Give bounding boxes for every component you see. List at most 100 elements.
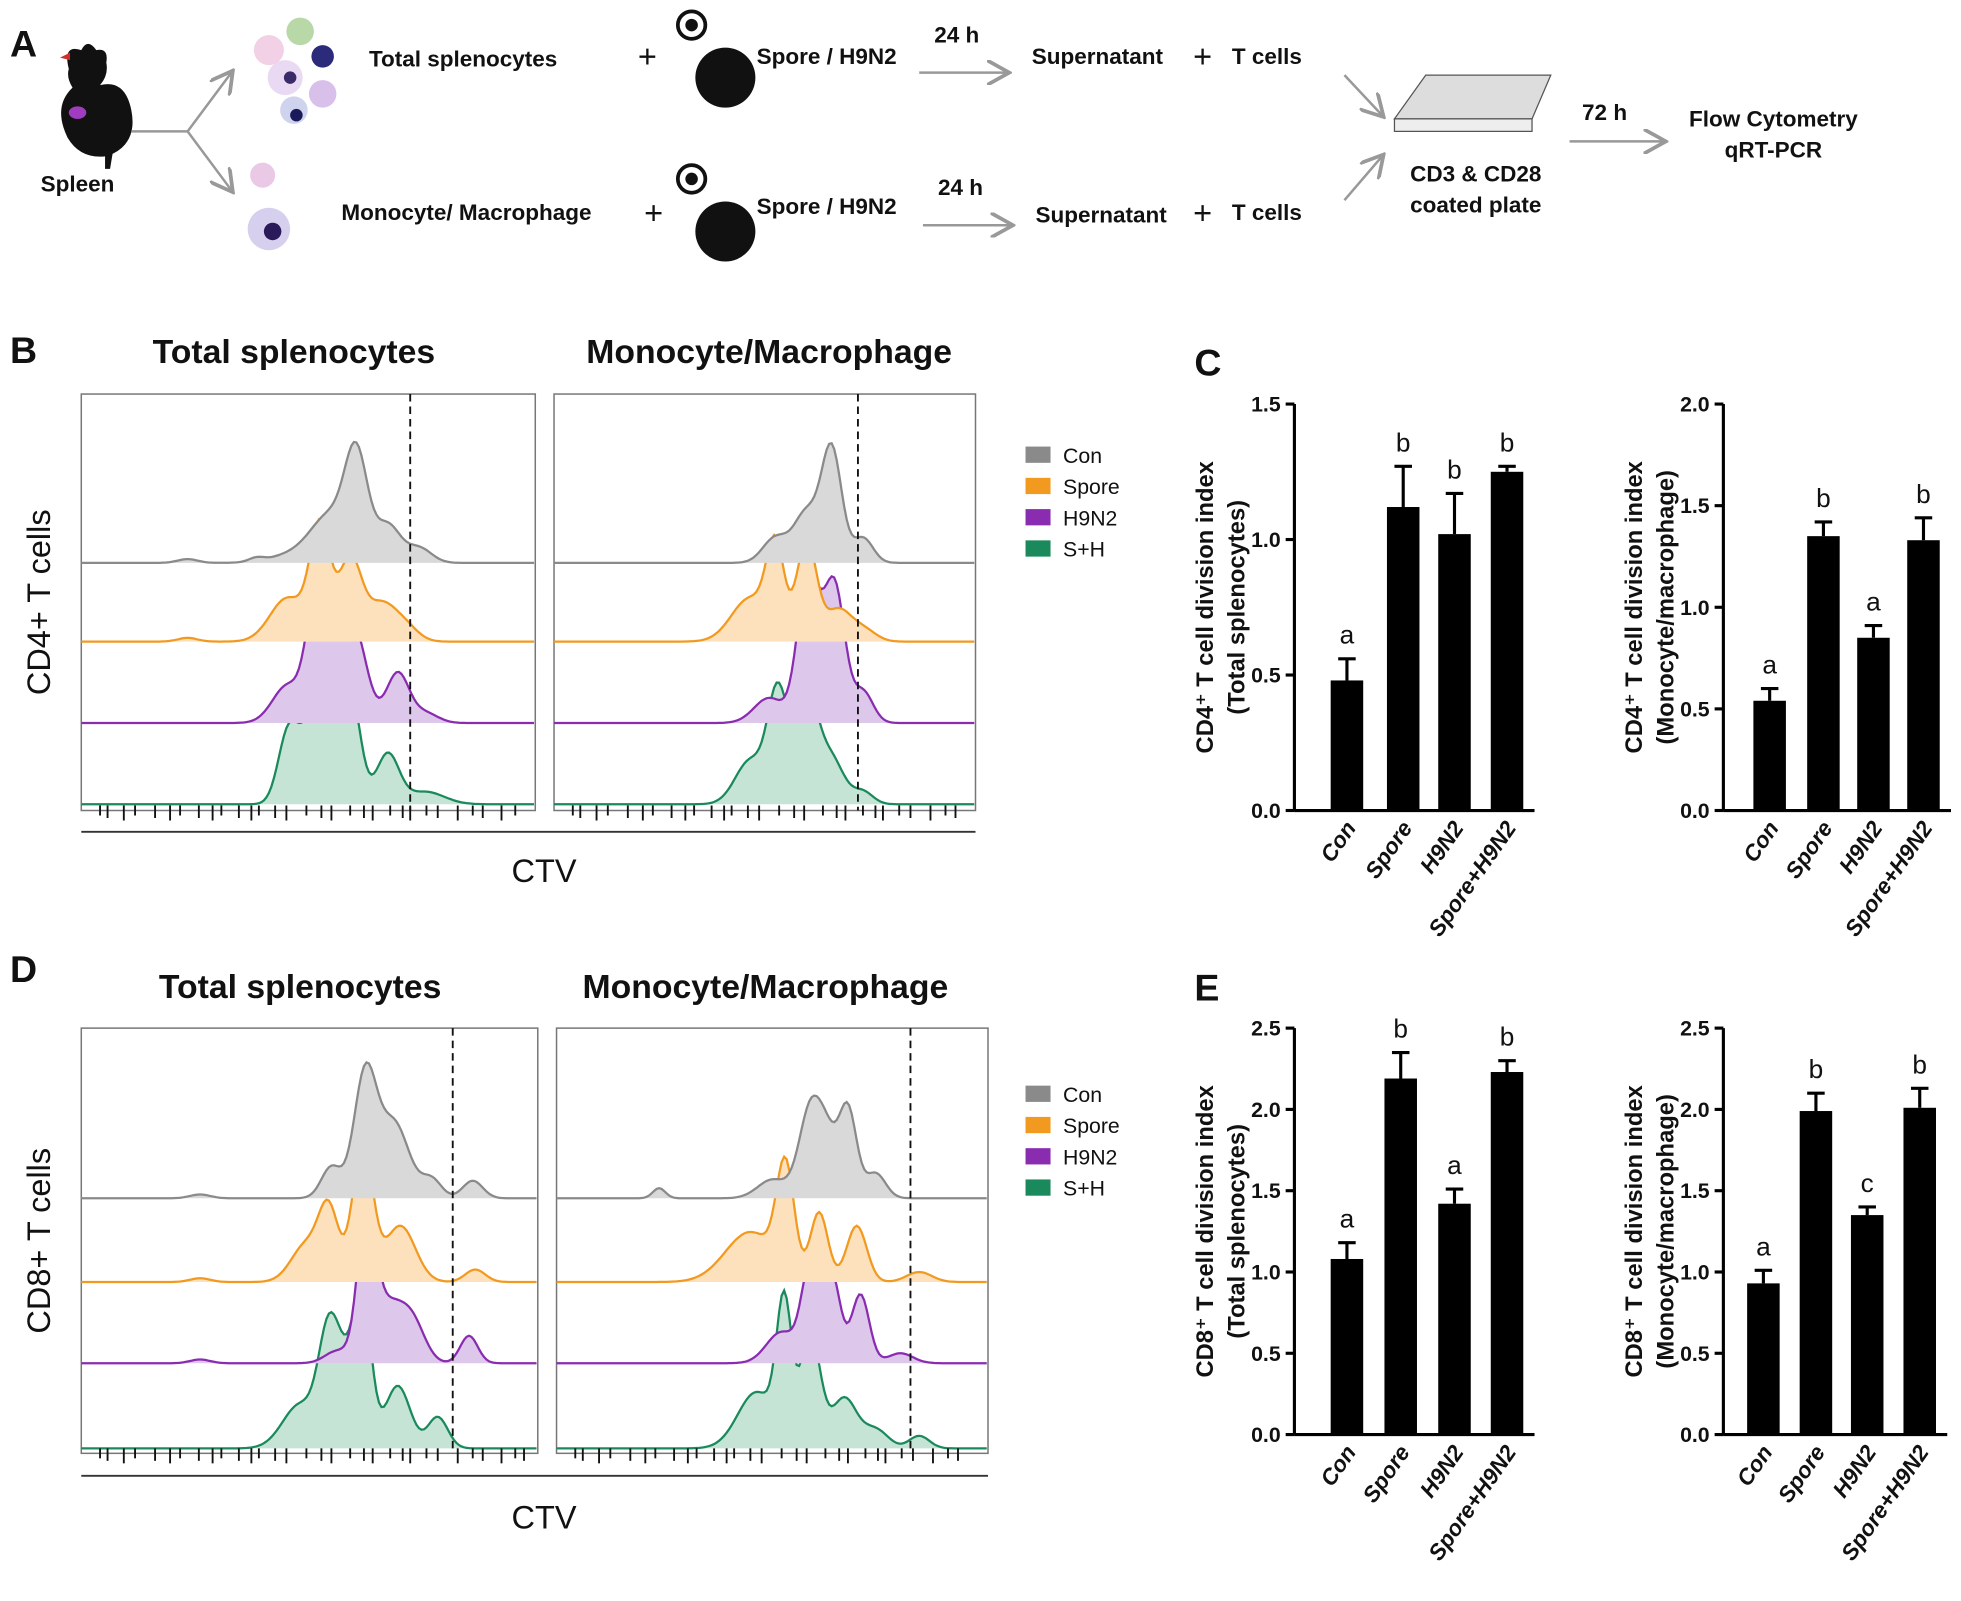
virus-icon xyxy=(675,9,756,262)
y-axis-label: CD4⁺ T cell division index xyxy=(1192,460,1219,753)
significance-letter: b xyxy=(1816,483,1831,513)
y-tick-label: 0.0 xyxy=(1680,1423,1710,1447)
bar xyxy=(1753,700,1786,811)
legend-label: S+H xyxy=(1063,1177,1105,1201)
schematic-text: T cells xyxy=(1232,200,1302,225)
histogram-fill xyxy=(81,1062,538,1199)
row-label: CD8+ T cells xyxy=(21,1148,57,1334)
legend-label: Con xyxy=(1063,444,1102,468)
bar xyxy=(1386,507,1420,811)
legend-swatch xyxy=(1025,477,1051,495)
y-tick-label: 0.5 xyxy=(1680,1342,1710,1366)
y-tick-label: 1.5 xyxy=(1680,494,1710,518)
significance-letter: b xyxy=(1912,1049,1927,1079)
plate-icon xyxy=(1393,74,1552,133)
histogram-curve xyxy=(556,1154,987,1284)
x-tick-label: H9N2 xyxy=(1415,816,1469,878)
y-tick-label: 0.0 xyxy=(1680,799,1710,823)
legend-swatch xyxy=(1025,509,1051,526)
bar xyxy=(1799,1111,1833,1435)
y-tick-label: 0.0 xyxy=(1251,799,1281,823)
schematic-text: Total splenocytes xyxy=(369,46,557,71)
y-tick-label: 0.5 xyxy=(1251,664,1281,688)
x-axis-label: CTV xyxy=(512,853,577,889)
legend-label: H9N2 xyxy=(1063,1145,1117,1169)
schematic-text: Spore / H9N2 xyxy=(757,194,897,219)
x-tick-label: Spore xyxy=(1358,1441,1415,1508)
y-tick-label: 0.5 xyxy=(1680,697,1710,721)
schematic-text: 72 h xyxy=(1582,100,1627,125)
y-tick-label: 1.5 xyxy=(1251,1179,1281,1203)
significance-letter: a xyxy=(1447,1150,1462,1180)
y-tick-label: 2.0 xyxy=(1680,393,1710,417)
arrow xyxy=(1343,74,1382,115)
histogram-curve xyxy=(554,442,975,565)
legend-label: Con xyxy=(1063,1083,1102,1107)
x-tick-label: Spore xyxy=(1773,1441,1830,1508)
x-tick-label: Spore xyxy=(1780,817,1837,884)
histogram-curve xyxy=(81,1199,537,1365)
y-tick-label: 2.0 xyxy=(1680,1098,1710,1122)
bar xyxy=(1807,536,1840,811)
source-label: Spleen xyxy=(41,171,115,196)
schematic-text: Monocyte/ Macrophage xyxy=(341,200,591,225)
y-tick-label: 0.0 xyxy=(1251,1423,1281,1447)
bar xyxy=(1438,1203,1471,1435)
legend-swatch xyxy=(1025,540,1051,557)
histogram-curve xyxy=(554,565,975,725)
row-label: CD4+ T cells xyxy=(21,509,57,695)
y-axis-label: CD8⁺ T cell division index xyxy=(1192,1084,1219,1377)
rooster-icon xyxy=(60,43,133,169)
histogram-fill xyxy=(81,441,536,563)
significance-letter: b xyxy=(1809,1054,1824,1084)
histogram-frame xyxy=(80,393,537,812)
y-tick-label: 0.5 xyxy=(1251,1342,1281,1366)
significance-letter: b xyxy=(1500,427,1515,457)
bar xyxy=(1903,1107,1936,1435)
bar xyxy=(1857,637,1890,811)
bar xyxy=(1747,1283,1780,1435)
x-tick-label: Con xyxy=(1738,817,1784,867)
significance-letter: a xyxy=(1340,620,1355,650)
histogram-frame xyxy=(555,1027,989,1455)
y-axis-label: (Total splenocytes) xyxy=(1223,500,1250,715)
bar xyxy=(1490,471,1524,811)
y-tick-label: 1.0 xyxy=(1680,596,1710,620)
bar xyxy=(1438,534,1471,811)
legend-swatch xyxy=(1025,1148,1051,1165)
y-tick-label: 2.5 xyxy=(1251,1017,1281,1041)
significance-letter: b xyxy=(1916,479,1931,509)
x-tick-label: H9N2 xyxy=(1415,1440,1469,1502)
legend-label: S+H xyxy=(1063,538,1105,562)
significance-letter: c xyxy=(1861,1168,1874,1198)
x-axis-label: CTV xyxy=(512,1499,577,1535)
schematic-text: Flow Cytometry xyxy=(1689,106,1858,131)
significance-letter: a xyxy=(1762,650,1777,680)
schematic-text: + xyxy=(638,39,657,75)
bar xyxy=(1850,1215,1884,1435)
schematic-text: + xyxy=(644,195,663,231)
cells-icon xyxy=(247,17,337,251)
histogram-curve xyxy=(81,440,535,565)
significance-letter: b xyxy=(1447,454,1462,484)
y-axis-label: CD4⁺ T cell division index xyxy=(1621,460,1648,753)
significance-letter: b xyxy=(1396,427,1411,457)
y-axis-label: (Total splenocytes) xyxy=(1223,1124,1250,1339)
legend-swatch xyxy=(1025,1116,1051,1134)
histogram-curve xyxy=(556,1287,987,1450)
legend-label: H9N2 xyxy=(1063,506,1117,530)
panel-title: Monocyte/Macrophage xyxy=(583,968,949,1006)
schematic-text: CD3 & CD28 xyxy=(1410,161,1541,186)
bar xyxy=(1384,1078,1417,1435)
legend-swatch xyxy=(1025,1179,1051,1196)
histogram-fill xyxy=(81,519,536,642)
histogram-fill xyxy=(556,1095,989,1199)
bar xyxy=(1330,1258,1364,1435)
x-tick-label: Con xyxy=(1732,1441,1778,1491)
histogram-fill xyxy=(554,534,976,642)
y-tick-label: 1.5 xyxy=(1680,1179,1710,1203)
schematic-text: 24 h xyxy=(934,23,979,48)
significance-letter: a xyxy=(1340,1204,1355,1234)
histogram-fill xyxy=(81,573,536,723)
